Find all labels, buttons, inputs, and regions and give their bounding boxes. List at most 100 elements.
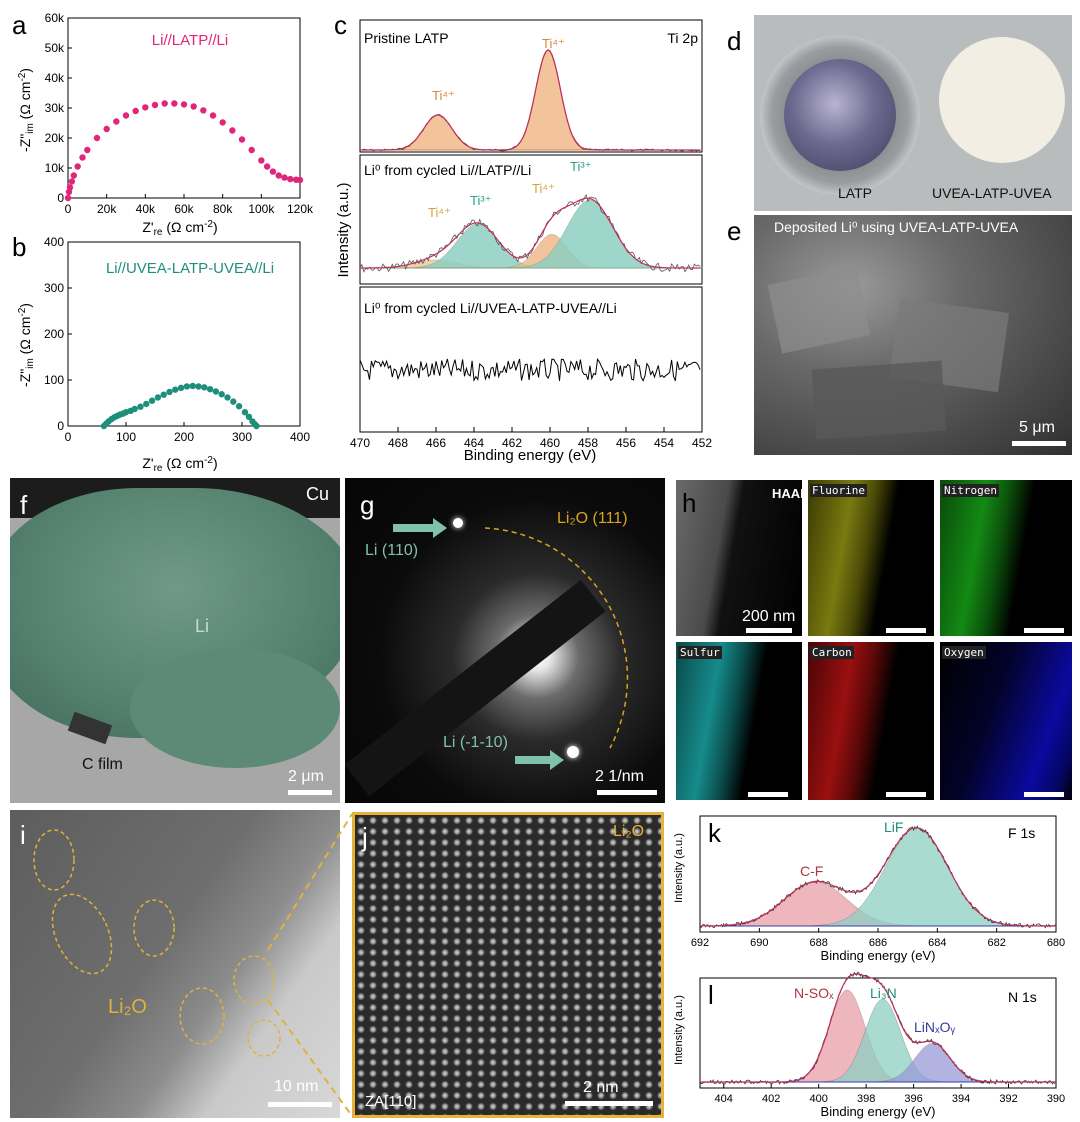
data-point [131,405,138,413]
panel-label-h: h [682,488,697,518]
l-li3n: Li₃N [870,985,897,1001]
l-ylabel: Intensity (a.u.) [673,995,685,1065]
data-point [103,125,110,133]
y-tick-label: 20k [45,131,65,145]
plot-frame [699,977,1057,1089]
chart-a: 0 20k 40k 60k 80k 100k 120k 0 10k 20k 30k 40k 50k 60k… [17,11,314,238]
x-tick-label: 120k [287,202,314,216]
data-point [238,136,246,143]
f-cu: Cu [306,484,330,504]
x-tick-label: 470 [350,436,370,450]
photo-g: Li (110) Li (-1-10) Li₂O (111) 2 1/nm [345,478,665,803]
x-tick-label: 300 [232,430,252,444]
ylabel-a: -Z"im (Ω cm-2) [17,68,36,152]
data-point [209,112,217,119]
x-tick-label: 468 [388,436,408,450]
x-tick-label: 60k [174,202,194,216]
k-right: F 1s [1008,825,1035,841]
data-point [296,176,304,184]
raw-spectrum [359,357,701,383]
data-point [74,163,81,170]
data-point [137,403,144,410]
data-point [212,388,220,395]
y-tick-label: 30k [45,101,65,115]
data-point [93,134,101,142]
data-point [66,184,74,191]
y-tick-label: 0 [57,419,64,433]
data-point [143,400,150,408]
panel-label-j: j [362,822,368,852]
c-peak-label: Ti⁴⁺ [428,205,451,220]
fit-envelope [360,197,701,269]
j-scale-text: 2 nm [583,1079,619,1096]
c-peak-label: Ti⁴⁺ [542,36,565,51]
x-tick-label: 404 [715,1093,733,1105]
data-point [177,384,185,392]
panel-label-c: c [334,10,347,40]
data-point [258,157,265,164]
data-point [70,172,78,179]
data-point [218,391,225,398]
x-tick-label: 100k [248,202,275,216]
panel-label-f: f [20,490,28,520]
data-point [253,422,260,430]
legend-b: Li//UVEA-LATP-UVEA//Li [106,260,274,277]
data-point [172,386,179,393]
subplot-frame [359,19,703,153]
data-point [275,172,282,179]
arrow-icon [515,750,564,770]
j-li2o: Li₂O [613,823,645,840]
fit-peak [360,49,702,151]
data-point [180,101,188,108]
panel-label-g: g [360,490,375,520]
panel-label-l: l [708,980,714,1010]
c-sub1-title: Pristine LATP [364,30,449,46]
data-point [171,100,178,107]
c-sub3-title: Li⁰ from cycled Li//UVEA-LATP-UVEA//Li [364,300,617,316]
y-tick-label: 0 [57,191,64,205]
data-point [190,103,197,110]
l-nsox: N-SOₓ [794,985,834,1001]
photo-f: Cu Li C film 2 μm [10,478,340,803]
chart-l: 404 402 400 398 396 394 392 390 N 1s N-SOₓ Li₃N… [673,971,1065,1119]
e-scalebar [1012,441,1066,446]
x-tick-label: 20k [97,202,117,216]
x-tick-label: 400 [290,430,310,444]
k-cf: C-F [800,863,823,879]
x-tick-label: 690 [750,937,768,949]
i-li2o: Li₂O [108,996,147,1018]
f-scalebar [288,790,332,795]
f-cfilm: C film [82,756,123,773]
legend-a: Li//LATP//Li [152,32,228,49]
arrow-icon [393,518,447,538]
l-linxoy: LiNₓOᵧ [914,1019,955,1035]
x-tick-label: 396 [904,1093,922,1105]
panel-label-k: k [708,818,721,848]
panel-label-a: a [12,10,27,40]
h-scalebar [746,628,792,633]
data-point [245,413,253,420]
h-scale-text: 200 nm [742,608,796,625]
x-tick-label: 682 [987,937,1005,949]
fit-peak [700,998,1056,1083]
y-tick-label: 100 [44,373,64,387]
c-peak-label: Ti³⁺ [570,159,592,174]
data-point [230,398,237,405]
data-point [122,112,130,119]
data-point [64,194,72,202]
e-scale-text: 5 μm [1019,419,1055,436]
x-tick-label: 452 [692,436,712,450]
j-za: ZA[110] [365,1093,417,1110]
data-point [263,163,271,170]
x-tick-label: 460 [540,436,560,450]
l-right: N 1s [1008,989,1037,1005]
c-peak-label: Ti³⁺ [470,193,492,208]
g-li110: Li (110) [365,542,419,559]
d-caption-left: LATP [838,185,872,201]
data-point [235,403,243,410]
c-peak-label: Ti⁴⁺ [532,181,555,196]
x-tick-label: 464 [464,436,484,450]
photo-j: Li₂O ZA[110] 2 nm [352,812,664,1118]
data-point [248,146,255,154]
data-point [151,101,159,109]
